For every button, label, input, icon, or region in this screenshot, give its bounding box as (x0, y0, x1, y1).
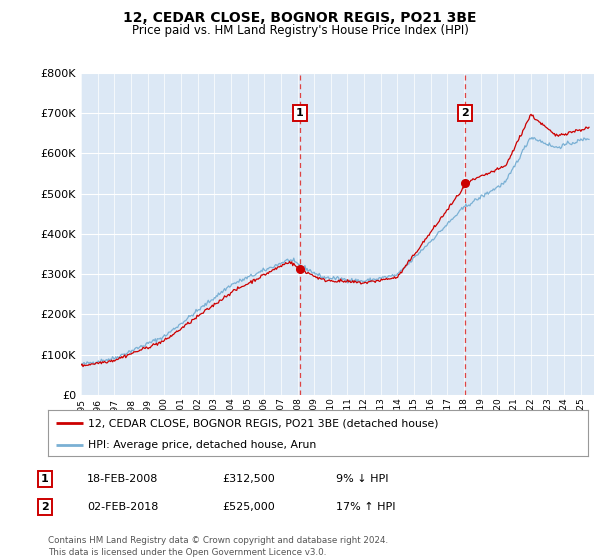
Text: 12, CEDAR CLOSE, BOGNOR REGIS, PO21 3BE (detached house): 12, CEDAR CLOSE, BOGNOR REGIS, PO21 3BE … (89, 418, 439, 428)
Text: 1: 1 (296, 108, 304, 118)
Text: 17% ↑ HPI: 17% ↑ HPI (336, 502, 395, 512)
Text: 12, CEDAR CLOSE, BOGNOR REGIS, PO21 3BE: 12, CEDAR CLOSE, BOGNOR REGIS, PO21 3BE (123, 11, 477, 25)
Text: Contains HM Land Registry data © Crown copyright and database right 2024.
This d: Contains HM Land Registry data © Crown c… (48, 536, 388, 557)
Text: £525,000: £525,000 (222, 502, 275, 512)
Text: £312,500: £312,500 (222, 474, 275, 484)
Text: HPI: Average price, detached house, Arun: HPI: Average price, detached house, Arun (89, 440, 317, 450)
Text: Price paid vs. HM Land Registry's House Price Index (HPI): Price paid vs. HM Land Registry's House … (131, 24, 469, 36)
Text: 1: 1 (41, 474, 49, 484)
Text: 2: 2 (41, 502, 49, 512)
Text: 02-FEB-2018: 02-FEB-2018 (87, 502, 158, 512)
Text: 2: 2 (461, 108, 469, 118)
Text: 9% ↓ HPI: 9% ↓ HPI (336, 474, 389, 484)
Text: 18-FEB-2008: 18-FEB-2008 (87, 474, 158, 484)
